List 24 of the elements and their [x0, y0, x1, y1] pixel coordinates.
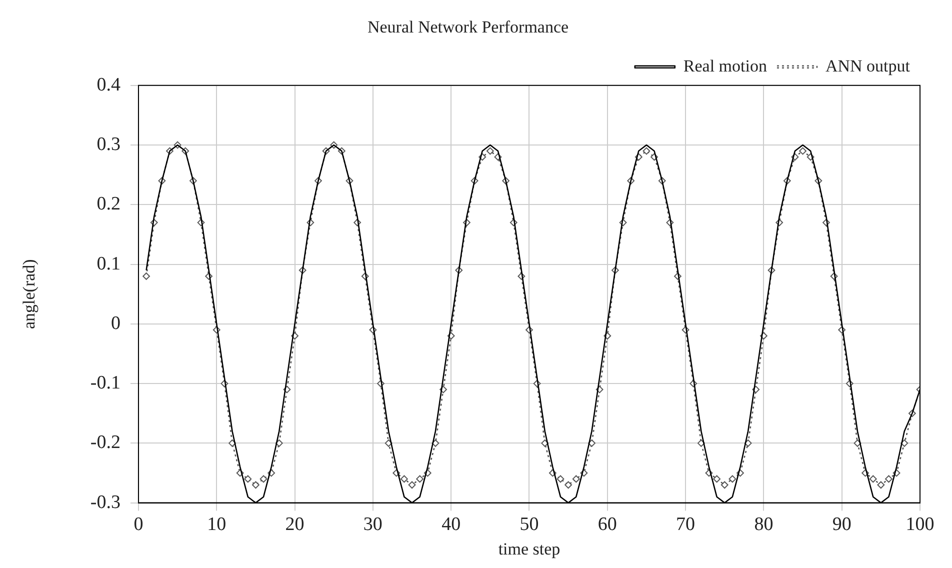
chart-title: Neural Network Performance — [367, 18, 569, 37]
x-tick-label: 100 — [906, 514, 934, 536]
x-tick-label: 90 — [832, 514, 852, 536]
y-tick-label: 0.1 — [96, 253, 120, 274]
legend-label: ANN output — [825, 56, 910, 76]
x-tick-label: 70 — [676, 514, 696, 536]
x-tick-label: 20 — [285, 514, 304, 536]
y-tick-label: 0.2 — [96, 194, 120, 215]
x-tick-label: 10 — [207, 514, 226, 536]
x-tick-label: 50 — [520, 514, 539, 536]
y-tick-label: 0.4 — [96, 74, 121, 96]
x-axis-title: time step — [498, 539, 560, 558]
x-tick-label: 0 — [134, 514, 144, 536]
y-tick-label: -0.1 — [90, 372, 120, 394]
legend-label: Real motion — [683, 56, 768, 76]
x-tick-label: 30 — [363, 514, 382, 536]
y-tick-label: -0.2 — [90, 432, 120, 454]
y-tick-label: -0.3 — [90, 492, 120, 513]
y-tick-label: 0.3 — [96, 134, 120, 156]
x-tick-label: 60 — [598, 514, 617, 536]
y-tick-label: 0 — [110, 312, 120, 334]
x-tick-label: 40 — [442, 514, 461, 536]
x-tick-label: 80 — [754, 514, 774, 536]
y-axis-title: angle(rad) — [20, 259, 39, 330]
